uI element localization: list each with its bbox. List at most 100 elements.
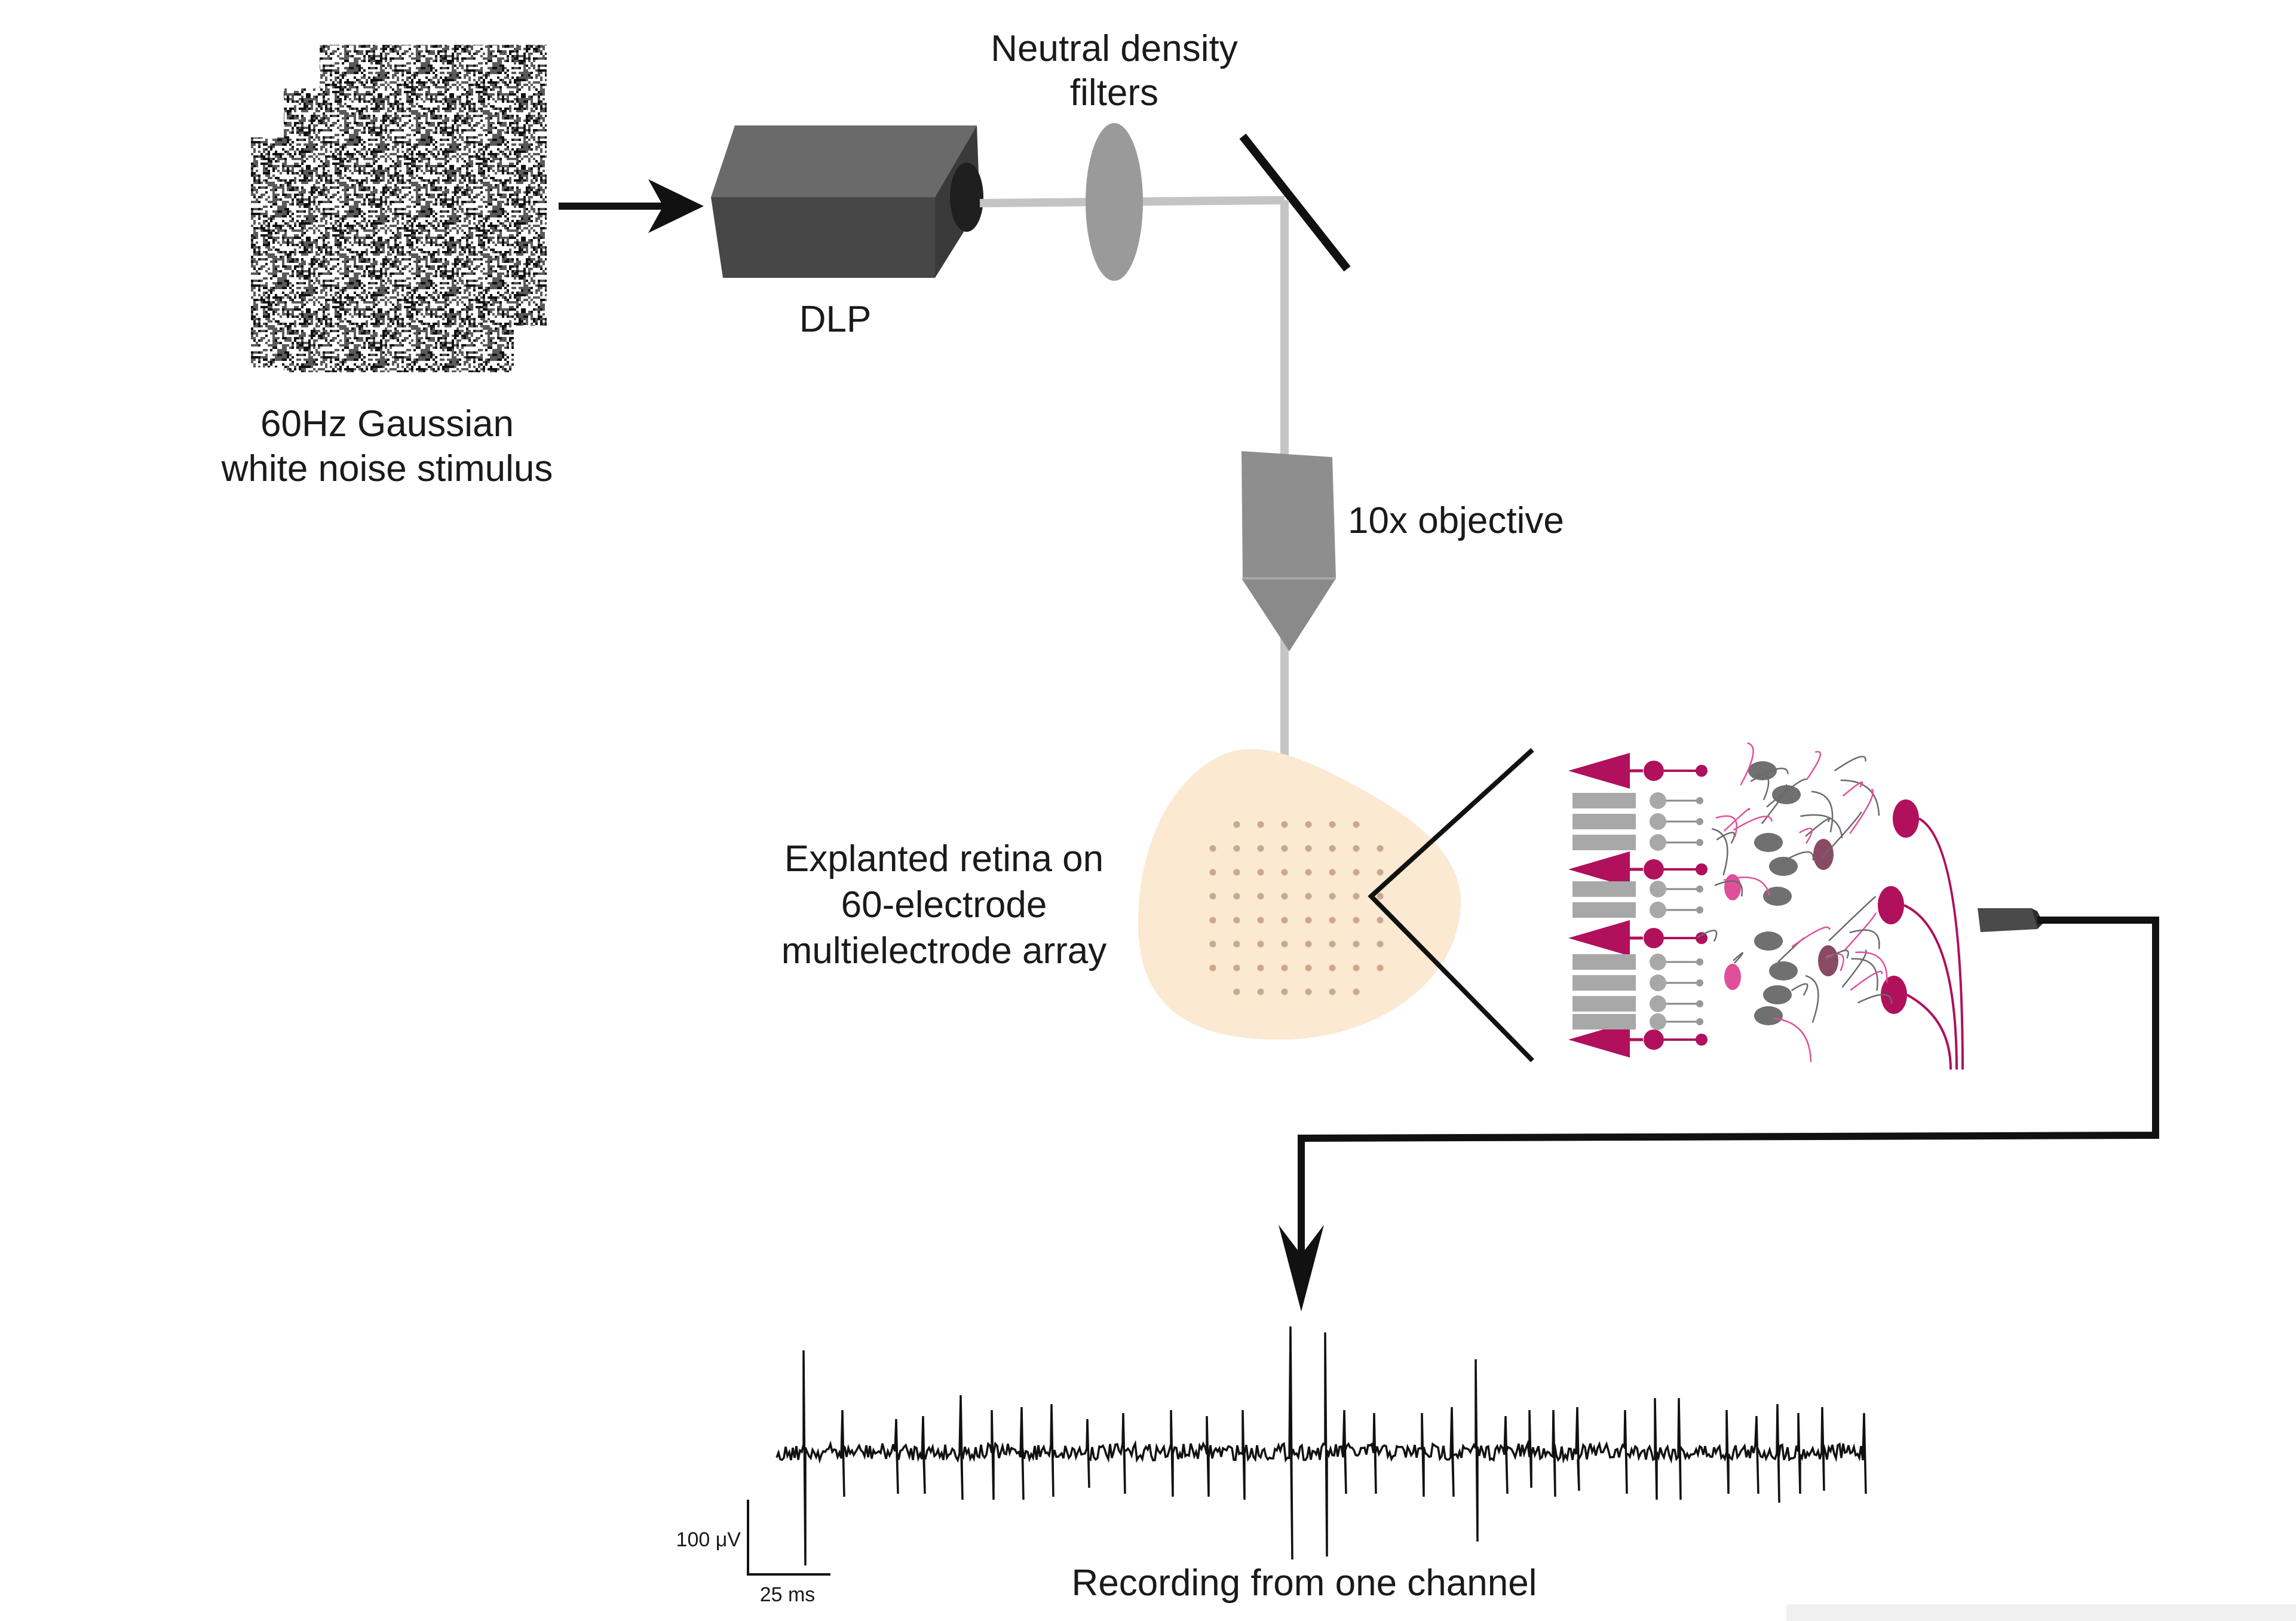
scale-time-label: 25 ms [760, 1583, 816, 1606]
electrode-dot [1209, 845, 1216, 852]
electrode-dot [1377, 893, 1384, 900]
rod-terminal [1696, 797, 1703, 804]
electrode-dot [1209, 964, 1216, 972]
rod-photoreceptor [1572, 975, 1636, 991]
neurite [1805, 975, 1819, 1024]
rod-terminal [1696, 958, 1703, 966]
neurite [1843, 912, 1877, 952]
electrode-dot [1377, 964, 1384, 972]
electrode-dot [1353, 845, 1360, 852]
neurite [1855, 951, 1888, 983]
rod-photoreceptor [1572, 814, 1636, 829]
electrode-dot [1281, 869, 1288, 876]
rod-photoreceptor [1572, 1014, 1636, 1029]
electrode-dot [1353, 917, 1360, 924]
neurite [1840, 779, 1880, 816]
electrode-array [1209, 821, 1384, 995]
cone-photoreceptor [1568, 753, 1630, 789]
electrode-dot [1281, 845, 1288, 852]
electrode-dot [1305, 893, 1312, 900]
bipolar-cell [1763, 887, 1792, 906]
rod-terminal [1696, 906, 1703, 914]
neurite [1820, 811, 1862, 859]
rod-cell-body [1650, 813, 1666, 830]
neurite [1715, 815, 1738, 838]
stimulus-label-line1: 60Hz Gaussian [260, 403, 514, 445]
neurite [1849, 929, 1880, 949]
neurite [1750, 767, 1789, 782]
neurite [1799, 828, 1813, 844]
electrode-dot [1377, 940, 1384, 948]
rod-cell-body [1650, 975, 1666, 991]
electrode-dot [1233, 893, 1240, 900]
neurite [1697, 929, 1718, 942]
footer-bar [1786, 1604, 2296, 1621]
cone-cell-body [1644, 928, 1664, 948]
rod-photoreceptor [1572, 835, 1636, 850]
electrode-dot [1281, 893, 1288, 900]
electrode-dot [1233, 988, 1240, 995]
retina-icon [1138, 749, 1461, 1040]
objective-label: 10x objective [1348, 500, 1564, 541]
neurite [1712, 828, 1728, 876]
ganglion-axon [1903, 904, 1958, 1070]
scale-voltage-label: 100 μV [676, 1528, 741, 1551]
neurite [1782, 851, 1814, 862]
ganglion-cell [1878, 886, 1904, 924]
rod-terminal [1696, 839, 1703, 846]
electrode-dot [1233, 917, 1240, 924]
electrode-dot [1329, 869, 1336, 876]
bipolar-cell [1754, 931, 1783, 951]
neurite [1841, 949, 1867, 988]
zoom-lines [1368, 748, 1534, 1062]
electrode-dot [1377, 917, 1384, 924]
rod-cell-body [1650, 834, 1666, 851]
bipolar-cell [1769, 961, 1798, 980]
rod-photoreceptor [1572, 881, 1636, 897]
amacrine-cell [1818, 945, 1838, 976]
neurite [1766, 779, 1807, 808]
neurite [1723, 808, 1751, 832]
rod-cell-body [1650, 881, 1666, 897]
rod-terminal [1696, 979, 1703, 986]
cone-terminal [1696, 765, 1708, 777]
rod-cell-body [1650, 995, 1666, 1012]
electrode-dot [1281, 917, 1288, 924]
bipolar-cell [1754, 1006, 1783, 1025]
electrode-dot [1233, 964, 1240, 972]
neurite [1733, 816, 1773, 831]
neutral-density-filter-icon [1086, 123, 1143, 281]
electrode-dot [1377, 845, 1384, 852]
electrode-dot [1233, 940, 1240, 948]
cone-cell-body [1644, 859, 1664, 880]
scale-bar [747, 1500, 830, 1576]
neurite [1723, 877, 1770, 896]
cone-photoreceptor [1568, 1022, 1630, 1058]
retina-cell-schematic [1568, 742, 1964, 1070]
neurite [1714, 880, 1743, 897]
electrode-dot [1257, 940, 1264, 948]
electrode-dot [1377, 869, 1384, 876]
electrode-dot [1329, 988, 1336, 995]
electrode-dot [1329, 821, 1336, 828]
electrode-dot [1209, 869, 1216, 876]
electrode-dot [1329, 893, 1336, 900]
neurite [1773, 1017, 1812, 1062]
retina-label-line3: multielectrode array [781, 930, 1106, 972]
recording-trace [775, 1326, 1867, 1566]
neurite [1828, 896, 1877, 942]
recording-label: Recording from one channel [1072, 1562, 1537, 1604]
electrode-dot [1257, 821, 1264, 828]
neurite [1825, 949, 1849, 961]
neurite [1754, 773, 1770, 801]
ganglion-axon [1906, 994, 1952, 1070]
bipolar-cell [1763, 985, 1792, 1004]
rod-terminal [1696, 1000, 1703, 1007]
rod-photoreceptor [1572, 902, 1636, 918]
cone-terminal [1696, 1034, 1708, 1046]
ganglion-cell [1881, 976, 1907, 1014]
recording-arrowhead [1279, 1225, 1324, 1311]
electrode-dot [1329, 940, 1336, 948]
neurite [1834, 756, 1866, 772]
